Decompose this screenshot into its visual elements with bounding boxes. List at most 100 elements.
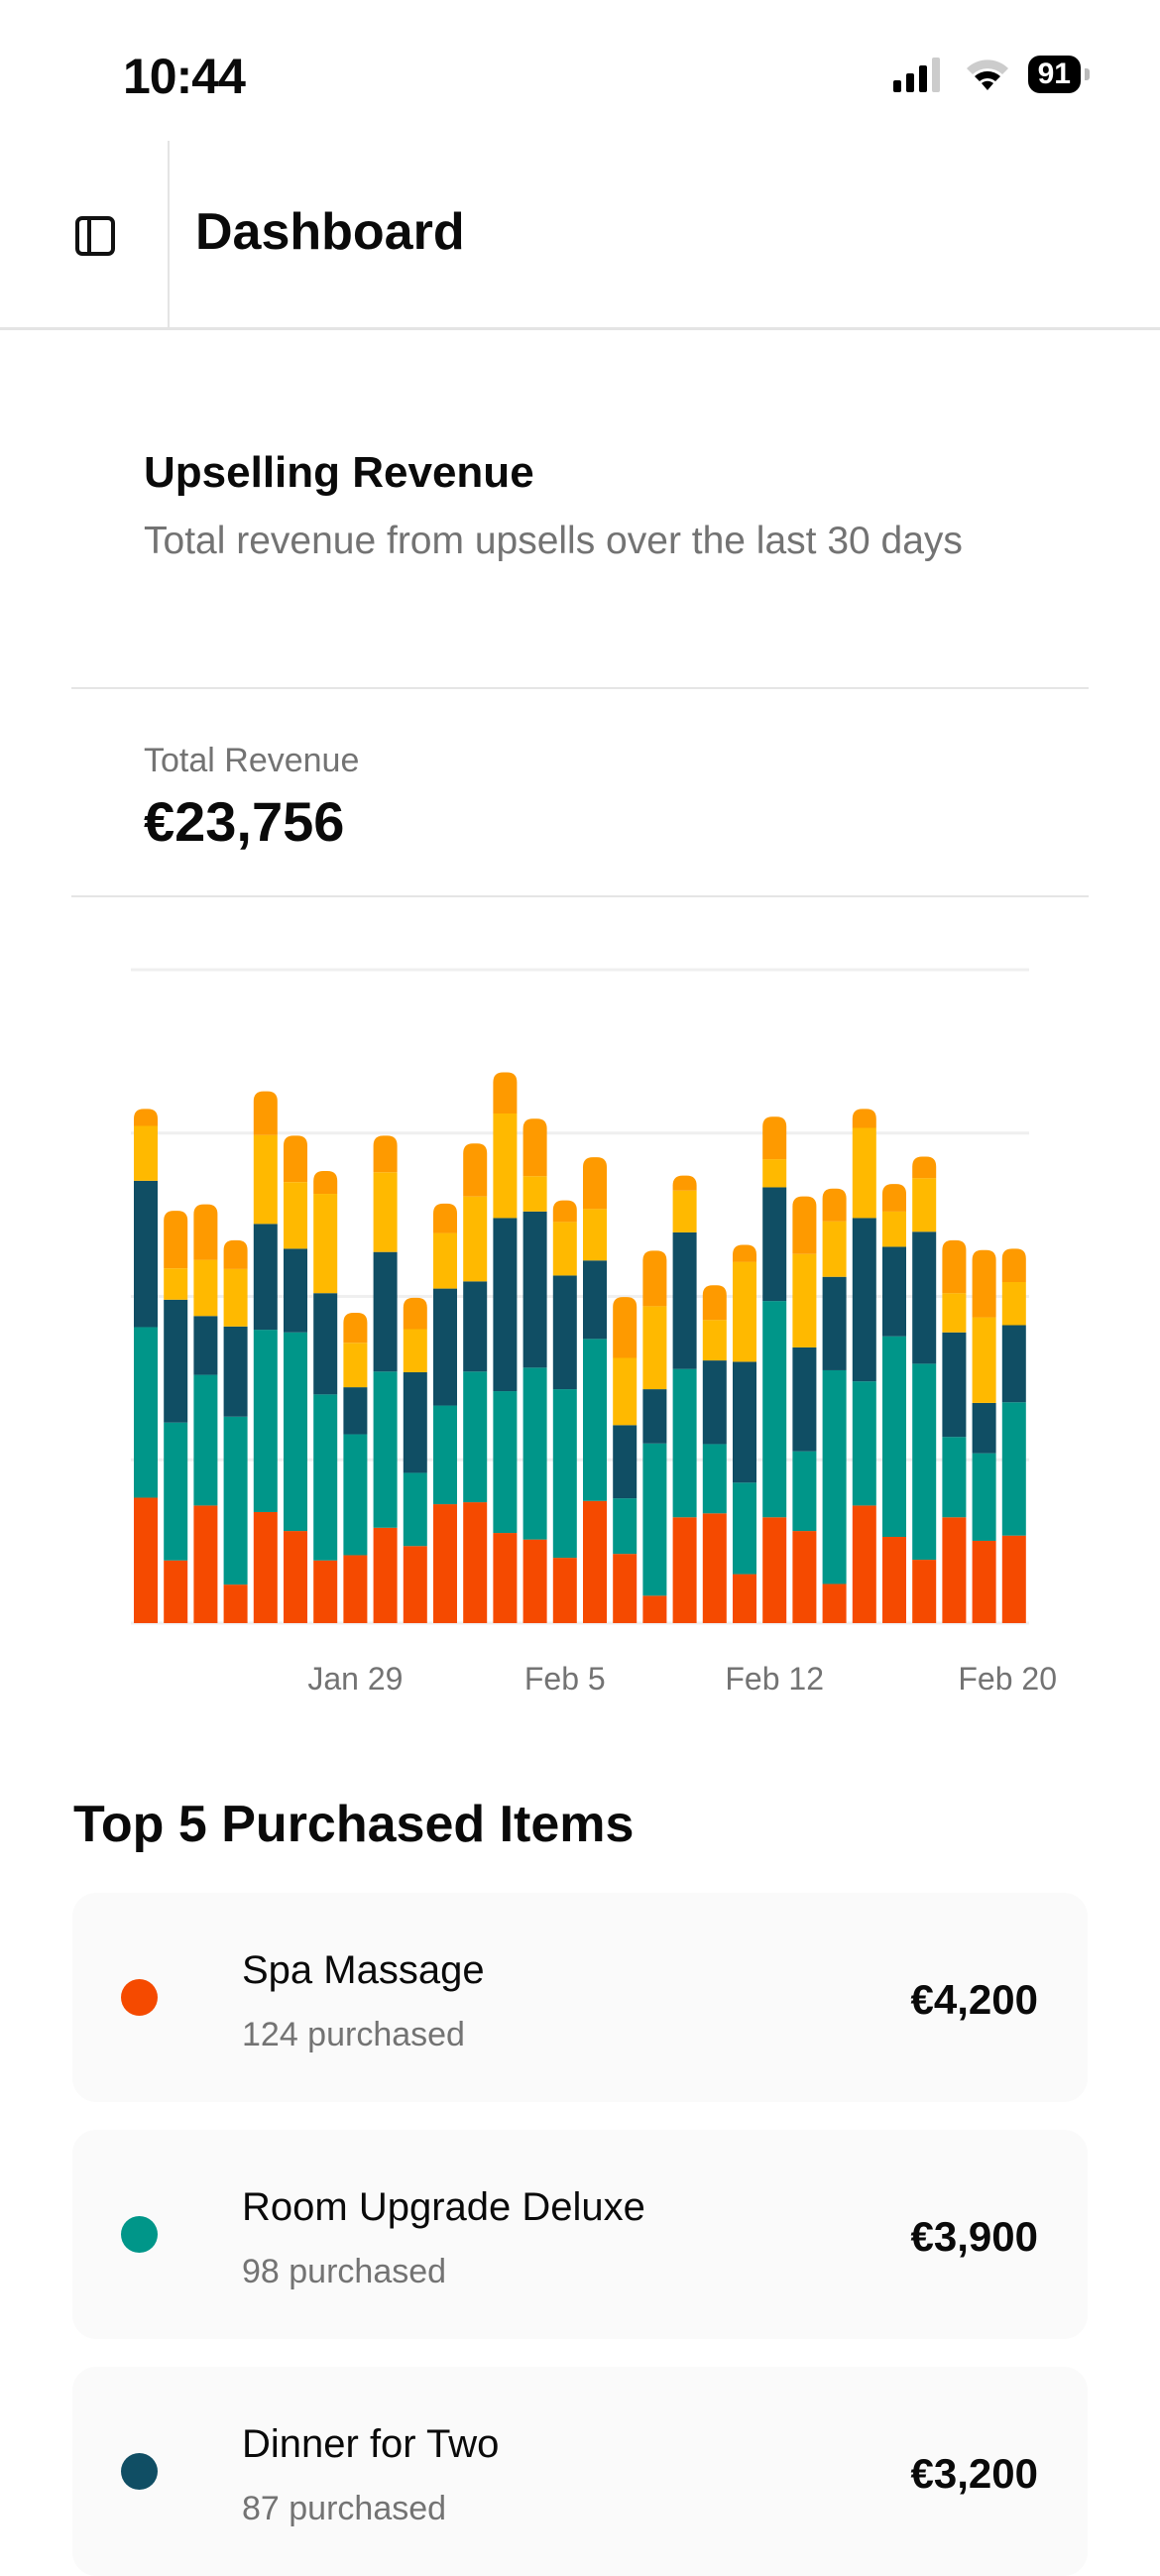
bar-segment	[613, 1498, 638, 1555]
bar-segment	[193, 1505, 218, 1623]
revenue-stacked-bar-chart: Jan 29 Feb 5 Feb 12 Feb 20	[131, 968, 1057, 1697]
bar-segment	[672, 1368, 697, 1518]
bar-segment	[463, 1143, 488, 1197]
bar-segment	[463, 1371, 488, 1503]
x-tick-label: Jan 29	[307, 1661, 403, 1697]
bar-segment	[672, 1517, 697, 1623]
bar-segment	[942, 1293, 967, 1333]
bar-segment	[463, 1502, 488, 1623]
bar-segment	[852, 1505, 876, 1623]
bar-segment	[882, 1246, 906, 1337]
bar-segment	[403, 1297, 427, 1330]
bar-segment	[1001, 1402, 1026, 1536]
bar-segment	[733, 1574, 756, 1623]
bar-segment	[284, 1332, 307, 1532]
bar-segment	[253, 1091, 278, 1135]
bar-segment	[912, 1363, 937, 1561]
bar-segment	[942, 1517, 967, 1623]
divider	[71, 687, 1089, 689]
bar-segment	[164, 1560, 188, 1623]
bar-segment	[852, 1381, 876, 1506]
item-color-dot	[121, 1979, 158, 2016]
bar-segment	[912, 1560, 937, 1623]
bar-segment	[1001, 1282, 1026, 1326]
bar-segment	[373, 1172, 398, 1252]
top-item[interactable]: Dinner for Two 87 purchased €3,200	[72, 2367, 1088, 2576]
bar-segment	[313, 1194, 338, 1294]
bar-segment	[733, 1261, 756, 1362]
bar-segment	[493, 1218, 518, 1392]
bar-segment	[522, 1367, 547, 1540]
total-revenue-value: €23,756	[144, 790, 345, 853]
bar-segment	[613, 1425, 638, 1499]
bar-segment	[223, 1416, 248, 1585]
bar-segment	[822, 1221, 847, 1277]
bar-segment	[373, 1251, 398, 1372]
bar-segment	[313, 1293, 338, 1395]
bar-segment	[313, 1170, 338, 1195]
header-border	[0, 327, 1160, 330]
bar-segment	[463, 1281, 488, 1372]
bar-segment	[313, 1394, 338, 1561]
wifi-icon	[966, 59, 1008, 90]
bar-segment	[403, 1371, 427, 1473]
bar-segment	[912, 1156, 937, 1179]
cellular-signal-icon	[892, 58, 940, 92]
bar-segment	[822, 1188, 847, 1222]
item-count: 87 purchased	[242, 2490, 447, 2527]
bar-segment	[942, 1437, 967, 1518]
bar-segment	[343, 1387, 368, 1435]
bar-segment	[493, 1533, 518, 1623]
page-title: Dashboard	[195, 203, 465, 261]
bar-segment	[762, 1159, 787, 1188]
bar-segment	[552, 1222, 577, 1276]
bar-segment	[882, 1336, 906, 1538]
bar-segment	[522, 1118, 547, 1177]
bar-segment	[972, 1540, 996, 1623]
bar-segment	[583, 1500, 607, 1623]
bar-segment	[134, 1180, 158, 1328]
bar-segment	[134, 1497, 158, 1623]
top-item[interactable]: Spa Massage 124 purchased €4,200	[72, 1893, 1088, 2102]
bar-segment	[164, 1299, 188, 1423]
divider	[71, 895, 1089, 897]
bar-segment	[493, 1112, 518, 1219]
sidebar-toggle-button[interactable]	[71, 210, 121, 260]
bar-segment	[792, 1531, 817, 1623]
revenue-card-title: Upselling Revenue	[144, 448, 534, 497]
top-item[interactable]: Room Upgrade Deluxe 98 purchased €3,900	[72, 2130, 1088, 2339]
bar-segment	[313, 1560, 338, 1623]
bar-segment	[942, 1332, 967, 1438]
item-count: 98 purchased	[242, 2253, 447, 2290]
bar-segment	[972, 1249, 996, 1318]
bar-segment	[493, 1072, 518, 1113]
bar-segment	[403, 1329, 427, 1372]
x-tick-label: Feb 5	[524, 1661, 606, 1697]
bar-segment	[284, 1182, 307, 1249]
bar-segment	[733, 1361, 756, 1483]
bar-segment	[223, 1268, 248, 1327]
bar-segment	[552, 1558, 577, 1623]
bar-segment	[253, 1511, 278, 1623]
bar-segment	[284, 1135, 307, 1183]
bar-segment	[972, 1453, 996, 1541]
battery-indicator: 91	[1027, 56, 1091, 93]
bar-segment	[284, 1531, 307, 1623]
bar-segment	[223, 1584, 248, 1623]
bar-segment	[433, 1504, 457, 1623]
bar-segment	[253, 1134, 278, 1225]
bar-segment	[702, 1513, 727, 1623]
bar-segment	[642, 1595, 667, 1623]
bar-segment	[852, 1127, 876, 1219]
bar-segment	[702, 1285, 727, 1321]
bar-segment	[792, 1196, 817, 1254]
bar-segment	[762, 1187, 787, 1302]
bar-segment	[702, 1360, 727, 1445]
bar-segment	[522, 1539, 547, 1623]
item-amount: €3,900	[910, 2213, 1038, 2260]
top-items-title: Top 5 Purchased Items	[73, 1796, 635, 1853]
bar-segment	[373, 1527, 398, 1623]
x-tick-label: Feb 12	[725, 1661, 824, 1697]
bar-segment	[433, 1405, 457, 1505]
item-name: Room Upgrade Deluxe	[242, 2185, 645, 2229]
